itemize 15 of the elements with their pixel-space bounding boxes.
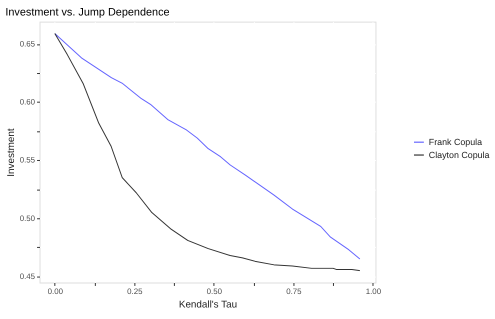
y-tick-label: 0.65	[20, 39, 36, 48]
x-tick-label: 0.25	[127, 286, 144, 296]
y-tick-label: 0.45	[20, 272, 36, 281]
x-tick-label: 1.00	[366, 286, 382, 296]
y-tick-label: 0.55	[20, 156, 36, 165]
y-tick-label: 0.50	[20, 214, 36, 223]
x-axis-title: Kendall's Tau	[178, 300, 238, 311]
x-tick-label: 0.00	[48, 286, 64, 296]
chart-title: Investment vs. Jump Dependence	[5, 6, 170, 19]
y-tick-label: 0.60	[20, 98, 36, 107]
legend-label: Clayton Copula	[428, 150, 490, 160]
legend-label: Frank Copula	[428, 137, 482, 148]
x-tick-label: 0.50	[206, 286, 223, 296]
y-axis-title: Investment	[6, 128, 17, 177]
x-tick-label: 0.75	[286, 286, 302, 296]
